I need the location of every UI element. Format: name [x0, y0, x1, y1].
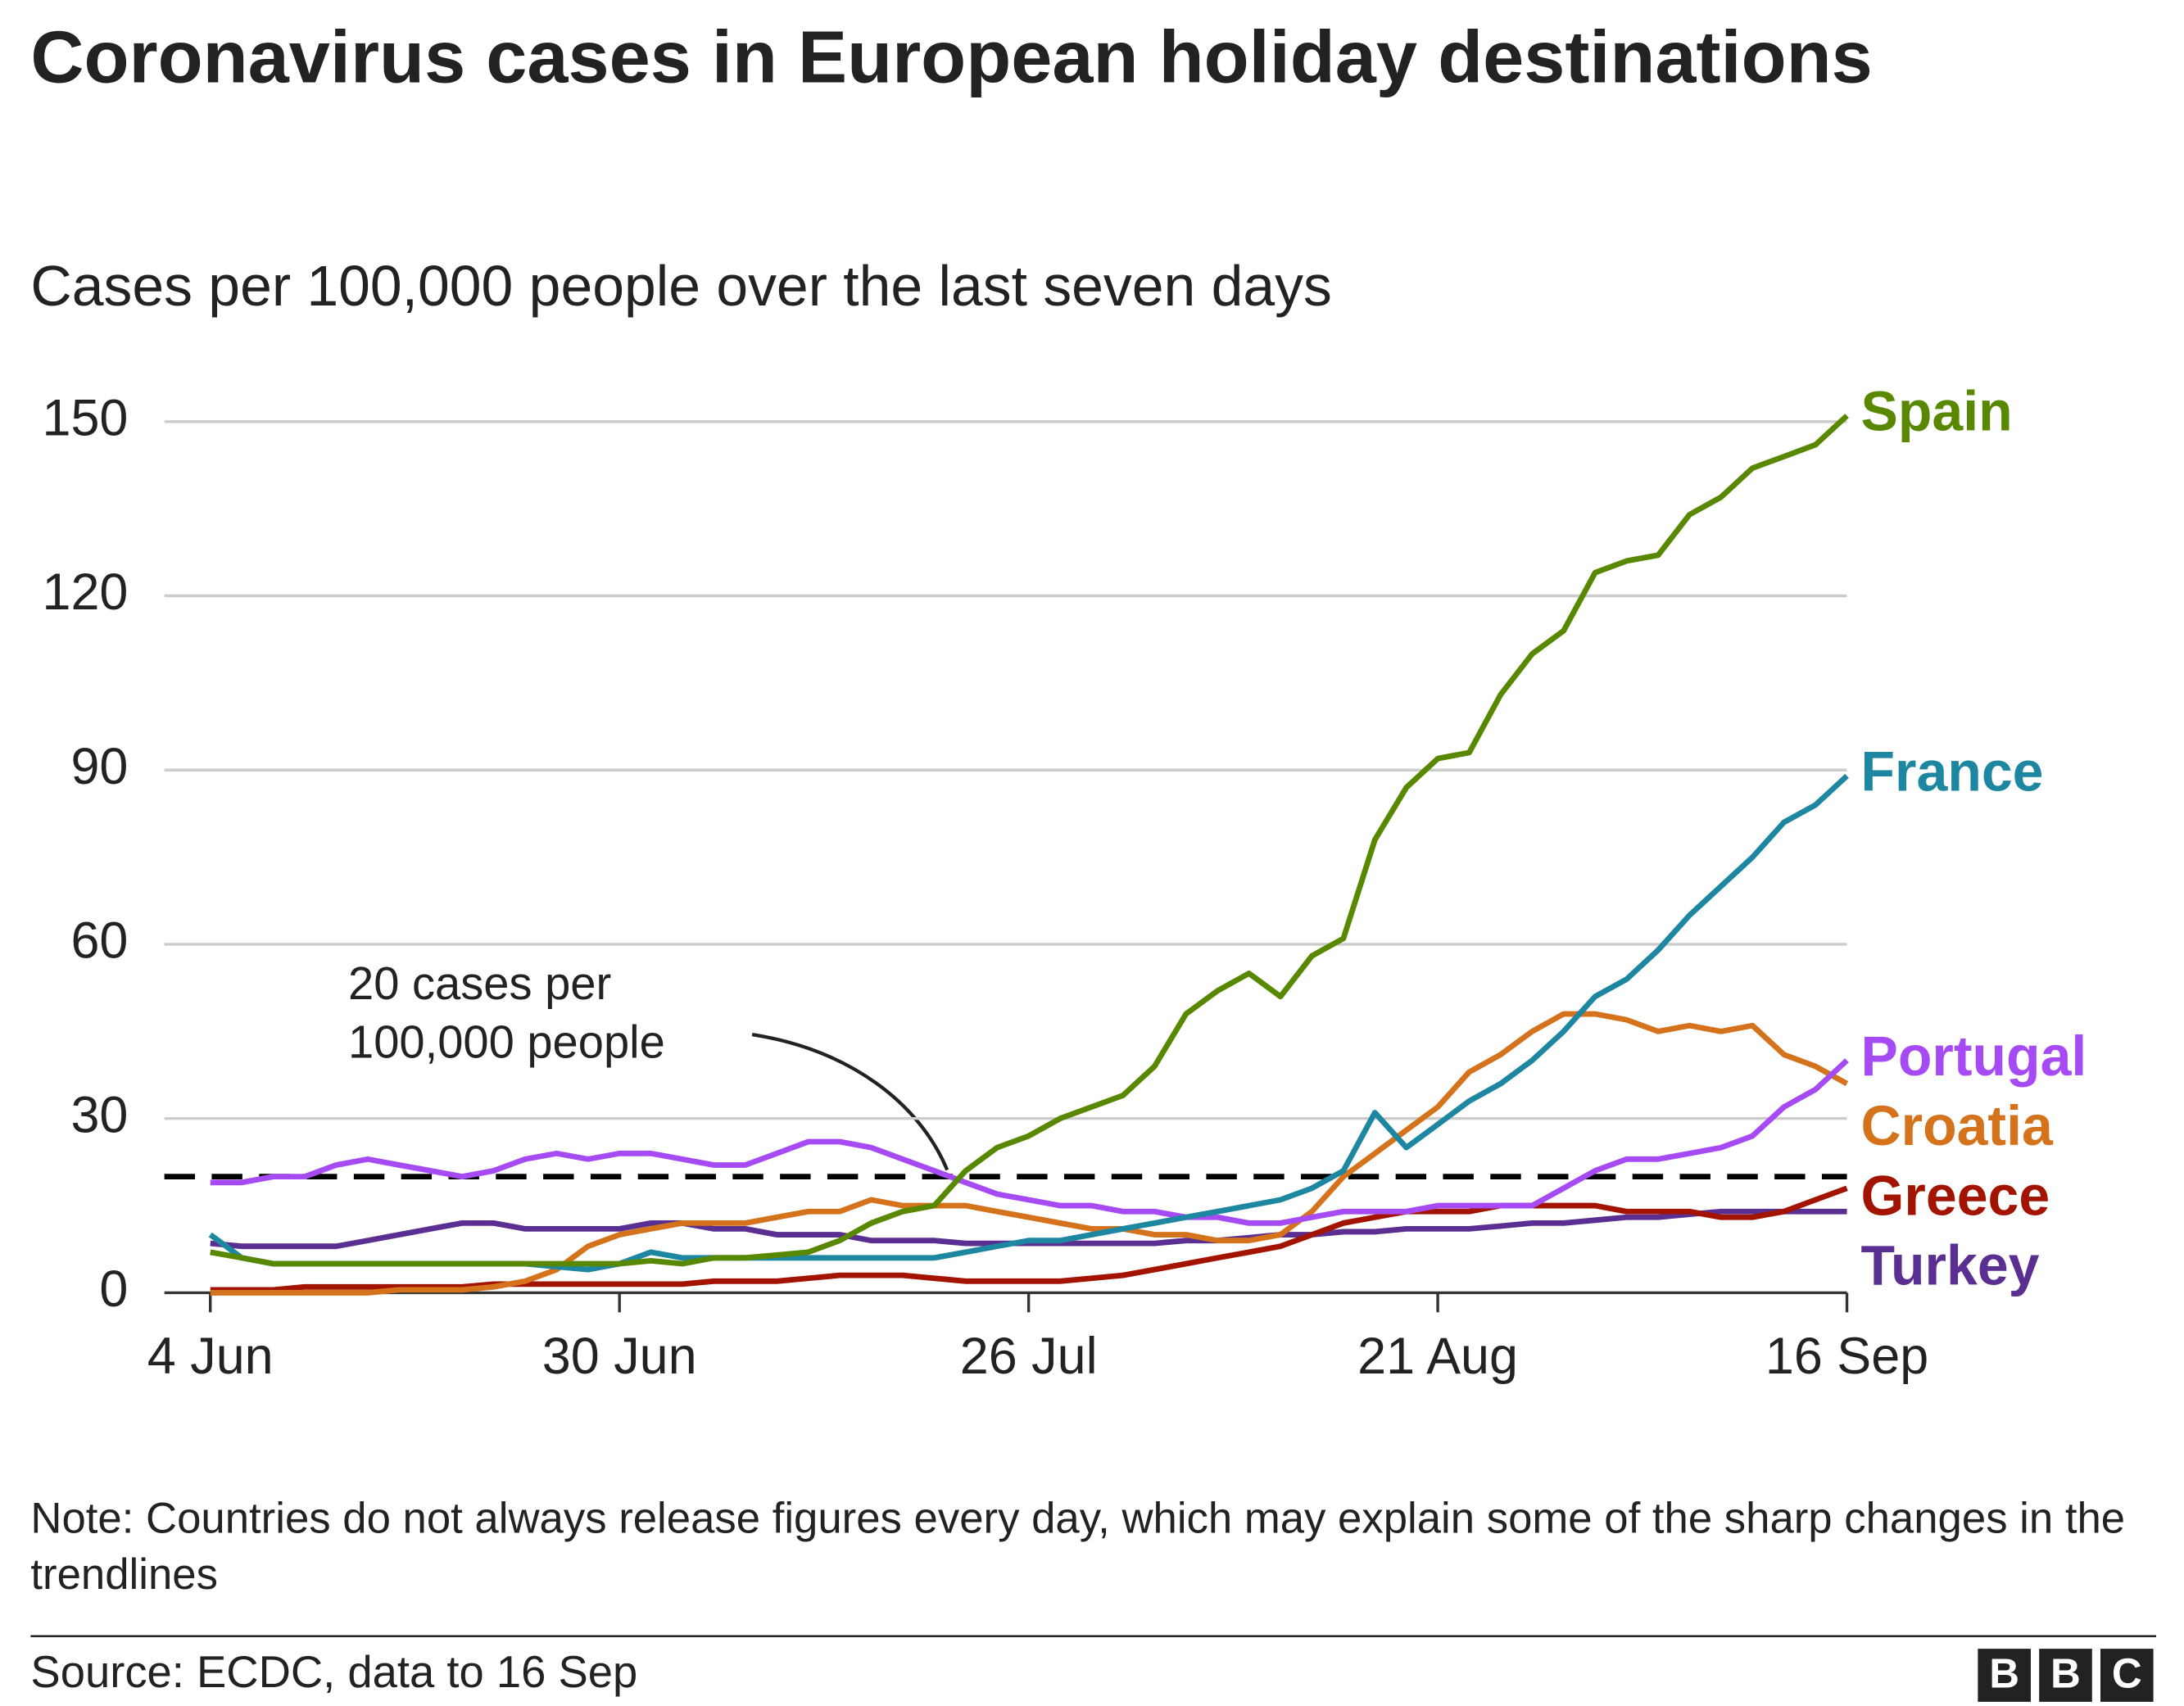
- series-label: Greece: [1861, 1165, 2050, 1227]
- series-label: Portugal: [1861, 1025, 2087, 1088]
- series-label: Croatia: [1861, 1095, 2054, 1157]
- logo-letter: B: [2050, 1650, 2081, 1697]
- x-tick-label: 26 Jul: [960, 1328, 1098, 1385]
- x-tick-label: 4 Jun: [147, 1328, 274, 1385]
- x-tick-label: 30 Jun: [542, 1328, 697, 1385]
- logo-letter: B: [1989, 1650, 2019, 1697]
- logo-letter: C: [2112, 1650, 2142, 1697]
- note-box: Note: Countries do not always release fi…: [30, 1493, 2126, 1599]
- annotation-arrow: [751, 1032, 949, 1171]
- chart-title: Coronavirus cases in European holiday de…: [30, 16, 1873, 100]
- series-label: Spain: [1861, 381, 2013, 443]
- x-tick-label: 16 Sep: [1765, 1328, 1928, 1385]
- plot: 0 30 60 90 120 150 4 Jun 30 Jun 26 Jul 21 Aug 16 S…: [42, 381, 2087, 1385]
- logo-box: [2039, 1649, 2092, 1702]
- y-tick-label: 0: [99, 1260, 128, 1318]
- y-tick-label: 90: [70, 738, 128, 795]
- chart-subtitle: Cases per 100,000 people over the last s…: [30, 254, 1331, 318]
- title-box: Coronavirus cases in European holiday de…: [30, 16, 1873, 100]
- annotation: 20 cases per: [348, 957, 611, 1009]
- note: Note: Countries do not always release fi…: [30, 1493, 2126, 1599]
- series-label: Turkey: [1861, 1234, 2040, 1296]
- logo-box: [1978, 1649, 2031, 1702]
- series-line: [210, 1185, 1848, 1293]
- logo-box: [2100, 1649, 2154, 1702]
- series-label: France: [1861, 740, 2044, 803]
- y-tick-label: 120: [42, 563, 128, 621]
- x-tick-label: 21 Aug: [1357, 1328, 1518, 1385]
- annotation: 100,000 people: [348, 1016, 665, 1068]
- source: Source: ECDC, data to 16 Sep: [30, 1647, 637, 1697]
- series-line: [210, 1058, 1849, 1226]
- y-tick-label: 150: [42, 389, 128, 446]
- series-line: [210, 1011, 1849, 1296]
- y-tick-label: 60: [70, 912, 128, 970]
- y-tick-label: 30: [70, 1086, 128, 1143]
- series-line: [210, 414, 1849, 1267]
